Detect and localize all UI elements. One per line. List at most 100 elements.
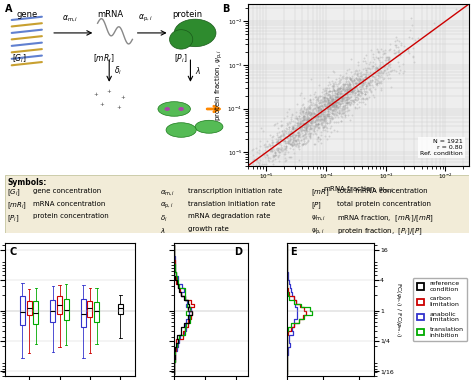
Point: [312, 106, 320, 112]
Point: [353, 89, 361, 95]
Point: [349, 101, 356, 108]
Point: [385, 55, 393, 61]
Point: [318, 120, 326, 126]
Point: [266, 142, 273, 148]
Point: [286, 130, 294, 136]
Point: [263, 150, 270, 157]
Point: [430, 20, 438, 26]
Point: [357, 89, 365, 95]
Point: [260, 142, 268, 149]
Point: [306, 124, 314, 130]
Point: [334, 89, 342, 95]
Point: [312, 116, 319, 122]
Point: [344, 99, 352, 105]
Point: [381, 63, 389, 70]
Point: [368, 65, 375, 71]
Point: [344, 92, 351, 98]
Point: [371, 76, 378, 82]
Point: [333, 91, 341, 97]
Point: [312, 117, 319, 123]
Point: [359, 85, 367, 91]
Point: [273, 139, 281, 145]
Text: growth rate: growth rate: [188, 226, 229, 232]
Point: [333, 87, 340, 93]
Point: [330, 119, 337, 125]
Point: [343, 75, 351, 81]
Point: [330, 87, 337, 93]
Point: [390, 48, 397, 54]
Point: [370, 74, 378, 80]
Point: [320, 97, 328, 103]
Point: [306, 109, 313, 115]
Point: [311, 111, 319, 117]
Point: [327, 106, 334, 112]
Point: [324, 96, 332, 102]
Point: [335, 99, 342, 105]
Point: [263, 138, 270, 144]
Point: [339, 97, 347, 103]
Point: [293, 120, 301, 126]
Point: [319, 98, 327, 104]
Point: [375, 70, 383, 76]
Point: [251, 171, 258, 177]
Point: [341, 93, 349, 100]
Point: [377, 87, 385, 93]
Point: [353, 92, 361, 98]
Point: [288, 126, 296, 132]
Point: [339, 110, 346, 116]
Point: [296, 120, 304, 126]
Point: [329, 95, 337, 101]
Point: [301, 121, 308, 127]
Point: [310, 106, 317, 112]
Point: [346, 81, 354, 87]
Point: [277, 149, 284, 155]
Point: [337, 101, 344, 107]
Point: [295, 115, 302, 121]
Point: [347, 97, 355, 103]
Point: [301, 128, 309, 134]
Point: [344, 84, 352, 90]
Point: [384, 54, 392, 60]
Point: [281, 128, 289, 135]
Point: [282, 143, 290, 149]
Text: protein concentration: protein concentration: [33, 214, 109, 220]
Point: [299, 109, 306, 115]
Point: [369, 82, 376, 88]
Point: [358, 75, 366, 81]
Point: [302, 127, 310, 133]
Point: [342, 84, 350, 90]
Point: [334, 89, 342, 95]
Point: [339, 85, 346, 91]
Point: [303, 128, 311, 134]
Point: [368, 73, 376, 79]
Point: [349, 78, 357, 84]
Point: [325, 88, 333, 94]
Point: [332, 98, 339, 104]
Point: [305, 114, 312, 120]
Point: [344, 78, 352, 84]
Point: [277, 131, 284, 138]
Point: [306, 92, 314, 98]
Point: [365, 94, 373, 100]
Point: [274, 139, 282, 146]
Point: [333, 101, 340, 108]
Point: [355, 95, 362, 101]
Point: [275, 141, 283, 147]
Point: [275, 149, 283, 155]
Point: [354, 80, 361, 86]
Point: [328, 97, 336, 103]
Point: [321, 120, 328, 126]
Point: [332, 94, 339, 100]
Point: [373, 80, 381, 86]
Point: [338, 95, 346, 101]
Point: [312, 121, 319, 127]
Text: +: +: [121, 95, 126, 100]
Point: [236, 173, 244, 179]
Point: [297, 120, 304, 126]
Point: [287, 129, 295, 135]
Point: [277, 117, 285, 124]
Point: [371, 61, 378, 67]
Point: [291, 115, 299, 121]
Point: [316, 112, 324, 119]
Point: [339, 81, 347, 87]
